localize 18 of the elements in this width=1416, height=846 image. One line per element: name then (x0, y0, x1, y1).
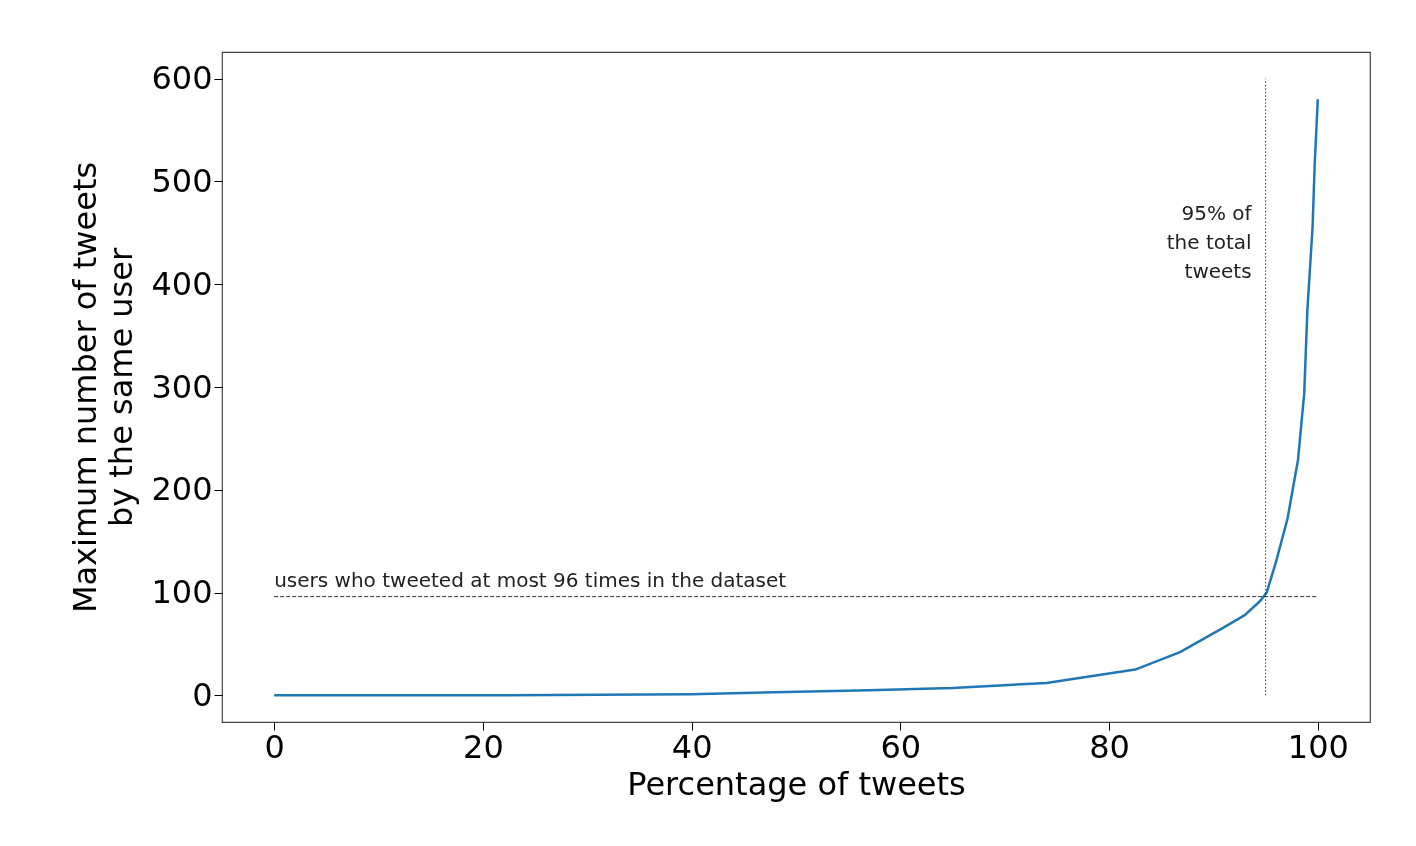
y-tick-label: 400 (151, 264, 213, 303)
x-tick-label: 20 (463, 727, 504, 766)
y-tick-label: 300 (151, 367, 213, 406)
ref-line-label: 95% of the total tweets (1166, 200, 1253, 283)
x-tick-label: 40 (671, 727, 713, 766)
x-tick-label: 80 (1089, 727, 1130, 766)
x-tick-label: 60 (880, 727, 922, 766)
y-tick-label: 500 (151, 161, 213, 200)
x-tick-label: 0 (264, 727, 285, 766)
y-tick-label: 100 (151, 573, 213, 612)
y-tick-label: 200 (151, 470, 213, 509)
y-tick-label: 600 (151, 59, 213, 98)
y-axis-title: Maximum number of tweets by the same user (66, 161, 141, 614)
x-tick-label: 100 (1287, 727, 1349, 766)
x-axis-title: Percentage of tweets (627, 764, 966, 803)
ref-line-label: users who tweeted at most 96 times in the dataset (274, 567, 787, 592)
line-series (272, 98, 1320, 697)
y-tick-label: 0 (192, 675, 213, 714)
